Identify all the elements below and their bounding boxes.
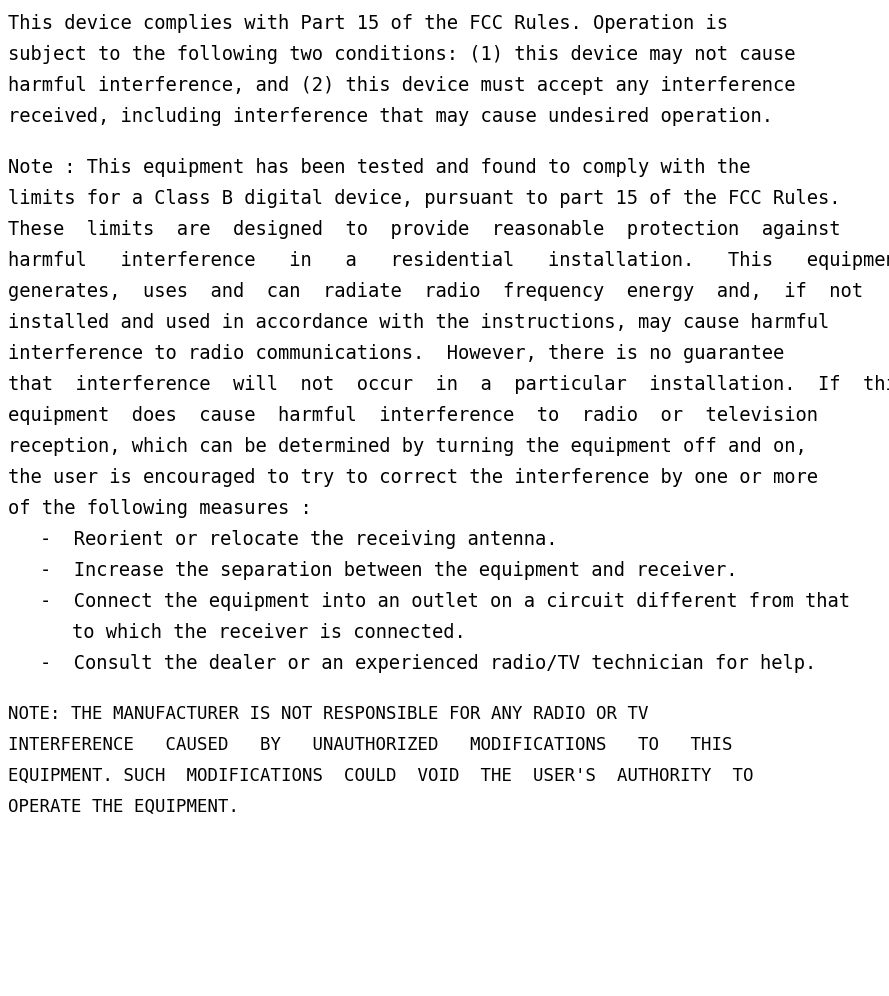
Text: of the following measures :: of the following measures :	[8, 499, 312, 518]
Text: that  interference  will  not  occur  in  a  particular  installation.  If  this: that interference will not occur in a pa…	[8, 375, 889, 394]
Text: equipment  does  cause  harmful  interference  to  radio  or  television: equipment does cause harmful interferenc…	[8, 406, 818, 425]
Text: to which the receiver is connected.: to which the receiver is connected.	[72, 623, 466, 642]
Text: Note : This equipment has been tested and found to comply with the: Note : This equipment has been tested an…	[8, 158, 750, 177]
Text: limits for a Class B digital device, pursuant to part 15 of the FCC Rules.: limits for a Class B digital device, pur…	[8, 189, 840, 208]
Text: EQUIPMENT. SUCH  MODIFICATIONS  COULD  VOID  THE  USER'S  AUTHORITY  TO: EQUIPMENT. SUCH MODIFICATIONS COULD VOID…	[8, 767, 754, 785]
Text: NOTE: THE MANUFACTURER IS NOT RESPONSIBLE FOR ANY RADIO OR TV: NOTE: THE MANUFACTURER IS NOT RESPONSIBL…	[8, 705, 648, 723]
Text: the user is encouraged to try to correct the interference by one or more: the user is encouraged to try to correct…	[8, 468, 818, 487]
Text: subject to the following two conditions: (1) this device may not cause: subject to the following two conditions:…	[8, 45, 796, 64]
Text: received, including interference that may cause undesired operation.: received, including interference that ma…	[8, 107, 773, 126]
Text: harmful interference, and (2) this device must accept any interference: harmful interference, and (2) this devic…	[8, 76, 796, 95]
Text: -  Connect the equipment into an outlet on a circuit different from that: - Connect the equipment into an outlet o…	[40, 592, 850, 611]
Text: generates,  uses  and  can  radiate  radio  frequency  energy  and,  if  not: generates, uses and can radiate radio fr…	[8, 282, 863, 301]
Text: OPERATE THE EQUIPMENT.: OPERATE THE EQUIPMENT.	[8, 798, 239, 816]
Text: interference to radio communications.  However, there is no guarantee: interference to radio communications. Ho…	[8, 344, 784, 363]
Text: -  Increase the separation between the equipment and receiver.: - Increase the separation between the eq…	[40, 561, 738, 580]
Text: -  Reorient or relocate the receiving antenna.: - Reorient or relocate the receiving ant…	[40, 530, 557, 549]
Text: reception, which can be determined by turning the equipment off and on,: reception, which can be determined by tu…	[8, 437, 806, 456]
Text: This device complies with Part 15 of the FCC Rules. Operation is: This device complies with Part 15 of the…	[8, 14, 728, 33]
Text: -  Consult the dealer or an experienced radio/TV technician for help.: - Consult the dealer or an experienced r…	[40, 654, 816, 673]
Text: installed and used in accordance with the instructions, may cause harmful: installed and used in accordance with th…	[8, 313, 829, 332]
Text: harmful   interference   in   a   residential   installation.   This   equipment: harmful interference in a residential in…	[8, 251, 889, 270]
Text: INTERFERENCE   CAUSED   BY   UNAUTHORIZED   MODIFICATIONS   TO   THIS: INTERFERENCE CAUSED BY UNAUTHORIZED MODI…	[8, 736, 733, 754]
Text: These  limits  are  designed  to  provide  reasonable  protection  against: These limits are designed to provide rea…	[8, 220, 840, 239]
